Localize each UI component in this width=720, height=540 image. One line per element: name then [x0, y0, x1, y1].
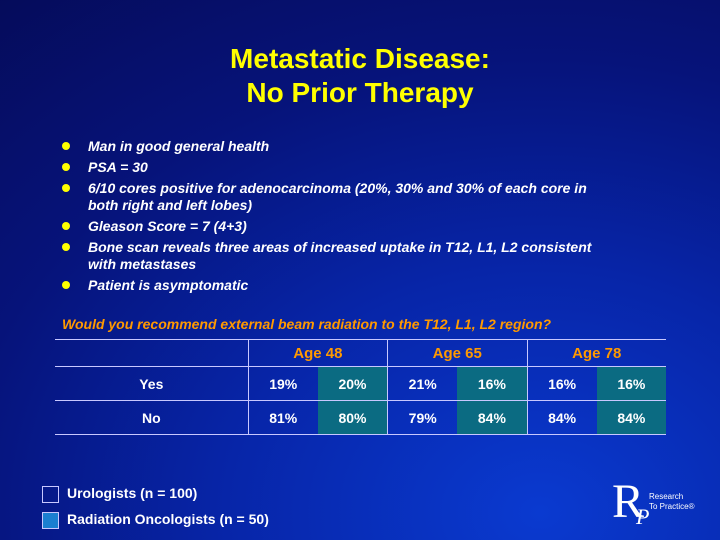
- bullet-item: Man in good general health: [60, 138, 620, 155]
- cell-rad-78: 16%: [596, 366, 666, 401]
- header-blank: [55, 339, 249, 367]
- logo-text: Research To Practice®: [649, 492, 695, 511]
- cell-rad-48: 80%: [317, 400, 388, 435]
- case-bullets: Man in good general health PSA = 30 6/10…: [60, 138, 620, 298]
- bullet-item: Gleason Score = 7 (4+3): [60, 218, 620, 235]
- cell-uro-78: 84%: [526, 400, 597, 435]
- cell-uro-65: 79%: [387, 400, 458, 435]
- radiation-swatch-icon: [42, 511, 59, 529]
- title-line-1: Metastatic Disease:: [230, 43, 490, 74]
- cell-rad-48: 20%: [317, 366, 388, 401]
- header-age-65: Age 65: [387, 339, 527, 367]
- bullet-dot-icon: [62, 281, 70, 289]
- legend-radiation: Radiation Oncologists (n = 50): [42, 511, 269, 529]
- header-age-78: Age 78: [526, 339, 666, 367]
- logo-r-glyph: R: [612, 475, 645, 528]
- table-row: No 81% 80% 79% 84% 84% 84%: [55, 400, 666, 435]
- bullet-dot-icon: [62, 184, 70, 192]
- survey-question: Would you recommend external beam radiat…: [62, 316, 552, 332]
- row-label-yes: Yes: [55, 366, 249, 401]
- header-age-48: Age 48: [247, 339, 388, 367]
- cell-uro-65: 21%: [387, 366, 458, 401]
- bullet-dot-icon: [62, 243, 70, 251]
- legend-urologists-label: Urologists (n = 100): [67, 485, 198, 501]
- research-to-practice-logo: R P Research To Practice®: [612, 475, 712, 529]
- bullet-dot-icon: [62, 163, 70, 171]
- cell-rad-78: 84%: [596, 400, 666, 435]
- bullet-item: PSA = 30: [60, 159, 620, 176]
- title-line-2: No Prior Therapy: [246, 77, 474, 108]
- bullet-item: 6/10 cores positive for adenocarcinoma (…: [60, 180, 620, 214]
- bullet-dot-icon: [62, 222, 70, 230]
- cell-uro-48: 81%: [247, 400, 318, 435]
- legend-radiation-label: Radiation Oncologists (n = 50): [67, 511, 269, 527]
- bullet-item: Bone scan reveals three areas of increas…: [60, 239, 620, 273]
- results-table: Age 48 Age 65 Age 78 Yes 19% 20% 21% 16%…: [55, 339, 666, 435]
- slide-title: Metastatic Disease: No Prior Therapy: [0, 42, 720, 110]
- cell-rad-65: 84%: [457, 400, 527, 435]
- legend-urologists: Urologists (n = 100): [42, 485, 197, 503]
- row-label-no: No: [55, 400, 249, 435]
- logo-p-glyph: P: [636, 504, 650, 529]
- bullet-dot-icon: [62, 142, 70, 150]
- bullet-item: Patient is asymptomatic: [60, 277, 620, 294]
- cell-uro-48: 19%: [247, 366, 318, 401]
- urologists-swatch-icon: [42, 485, 59, 503]
- cell-uro-78: 16%: [526, 366, 597, 401]
- cell-rad-65: 16%: [457, 366, 527, 401]
- table-row: Yes 19% 20% 21% 16% 16% 16%: [55, 366, 666, 401]
- table-header-row: Age 48 Age 65 Age 78: [55, 339, 666, 367]
